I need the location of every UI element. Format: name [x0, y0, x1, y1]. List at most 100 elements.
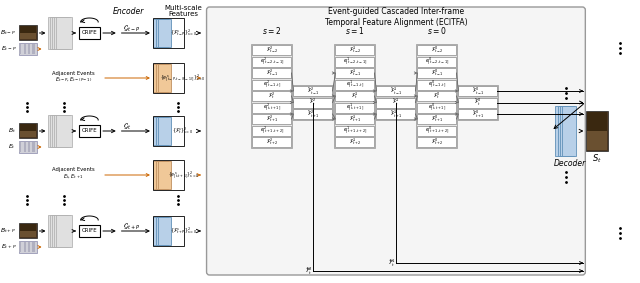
Text: $s=1$: $s=1$ — [345, 25, 365, 37]
Text: $e^1_{[t+1,t+2]}$: $e^1_{[t+1,t+2]}$ — [342, 125, 367, 136]
Bar — [79, 225, 100, 237]
Text: $\mathcal{F}^2_{t+1}$: $\mathcal{F}^2_{t+1}$ — [266, 113, 278, 125]
Text: $B_t$: $B_t$ — [8, 127, 16, 136]
Bar — [52, 215, 68, 247]
Bar — [153, 18, 184, 48]
Bar — [376, 85, 417, 120]
Text: $e^2_{[t,t+1]}$: $e^2_{[t,t+1]}$ — [263, 102, 281, 113]
Bar — [458, 85, 499, 120]
Bar — [19, 223, 36, 238]
Bar — [32, 44, 35, 54]
Bar — [20, 32, 36, 39]
Bar — [252, 68, 291, 78]
Bar — [557, 106, 571, 156]
Bar — [19, 142, 21, 152]
Bar — [252, 80, 291, 89]
Bar — [20, 230, 36, 237]
Bar — [417, 137, 456, 147]
Bar — [20, 124, 36, 131]
Text: CRIFE: CRIFE — [82, 228, 97, 233]
Bar — [417, 57, 456, 67]
Bar — [335, 44, 376, 148]
Bar — [49, 215, 64, 247]
Bar — [252, 114, 291, 124]
Text: $E_{t+P}$: $E_{t+P}$ — [1, 243, 16, 252]
Text: $\mathcal{F}^1_{t-2}$: $\mathcal{F}^1_{t-2}$ — [349, 45, 361, 55]
Bar — [19, 141, 36, 153]
Bar — [49, 17, 64, 49]
Text: $E_{t-P}, E_{t-(P-1)}$: $E_{t-P}, E_{t-(P-1)}$ — [55, 76, 92, 84]
Bar — [19, 44, 21, 54]
Bar — [24, 242, 26, 252]
Bar — [376, 109, 415, 119]
Text: $e^2_{[t-2,t-1]}$: $e^2_{[t-2,t-1]}$ — [260, 56, 284, 67]
Text: $B_{t-P}$: $B_{t-P}$ — [0, 29, 16, 37]
Bar — [588, 130, 607, 150]
Bar — [252, 91, 291, 101]
Text: $s=2$: $s=2$ — [262, 25, 282, 37]
Text: $\hat{\mathcal{F}}^1_t$: $\hat{\mathcal{F}}^1_t$ — [388, 258, 396, 269]
Bar — [252, 44, 292, 148]
Text: $\hat{\mathcal{F}}^1_{t+1}$: $\hat{\mathcal{F}}^1_{t+1}$ — [390, 108, 403, 119]
Text: $e^2_{[t+1,t+2]}$: $e^2_{[t+1,t+2]}$ — [260, 125, 284, 136]
Bar — [335, 137, 374, 147]
Bar — [24, 44, 26, 54]
Text: $\mathcal{F}^2_{t-1}$: $\mathcal{F}^2_{t-1}$ — [266, 68, 278, 78]
Bar — [252, 45, 291, 55]
Bar — [252, 102, 291, 113]
Bar — [24, 142, 26, 152]
Text: $e^0_{[t,t+1]}$: $e^0_{[t,t+1]}$ — [428, 102, 446, 113]
Bar — [32, 242, 35, 252]
Bar — [588, 112, 607, 131]
Text: $\{e^s_{[t,t+1]}\}^2_{s=0}$: $\{e^s_{[t,t+1]}\}^2_{s=0}$ — [168, 169, 199, 181]
Text: $e^1_{[t,t+1]}$: $e^1_{[t,t+1]}$ — [346, 102, 364, 113]
Text: $\mathcal{G}_{t-P}$: $\mathcal{G}_{t-P}$ — [123, 24, 140, 34]
Text: $\mathcal{F}^0_{t-2}$: $\mathcal{F}^0_{t-2}$ — [431, 45, 444, 55]
Bar — [51, 215, 66, 247]
Bar — [335, 114, 374, 124]
Bar — [294, 109, 333, 119]
Bar — [158, 64, 171, 92]
Bar — [51, 17, 66, 49]
Bar — [292, 85, 333, 120]
Bar — [158, 217, 171, 245]
Bar — [54, 215, 70, 247]
Text: $\hat{\mathcal{F}}^2_{t+1}$: $\hat{\mathcal{F}}^2_{t+1}$ — [307, 108, 319, 119]
Bar — [20, 130, 36, 137]
Bar — [153, 63, 184, 93]
Bar — [158, 19, 171, 47]
Bar — [154, 217, 166, 245]
Bar — [417, 125, 456, 136]
Text: $e^1_{[t-1,t]}$: $e^1_{[t-1,t]}$ — [346, 79, 364, 90]
Bar — [52, 115, 68, 147]
Bar — [252, 125, 291, 136]
Bar — [79, 27, 100, 39]
Text: $e^2_{[t-1,t]}$: $e^2_{[t-1,t]}$ — [263, 79, 281, 90]
Bar — [417, 114, 456, 124]
Bar — [335, 102, 374, 113]
Bar — [458, 109, 497, 119]
Text: $\mathcal{F}^2_{t+2}$: $\mathcal{F}^2_{t+2}$ — [266, 137, 278, 147]
Bar — [19, 242, 21, 252]
Bar — [376, 98, 415, 108]
Text: $e^1_{[t-2,t-1]}$: $e^1_{[t-2,t-1]}$ — [342, 56, 367, 67]
Bar — [154, 117, 166, 145]
Bar — [458, 86, 497, 96]
Bar — [586, 111, 608, 151]
Bar — [79, 125, 100, 137]
Bar — [156, 217, 168, 245]
Bar — [417, 44, 458, 148]
Bar — [417, 45, 456, 55]
Text: CRIFE: CRIFE — [82, 128, 97, 134]
Text: $E_t$: $E_t$ — [8, 143, 16, 151]
Bar — [158, 117, 171, 145]
Bar — [252, 57, 291, 67]
Bar — [153, 216, 184, 246]
Bar — [19, 43, 36, 55]
Text: $\mathcal{F}^2_t$: $\mathcal{F}^2_t$ — [268, 91, 275, 101]
Bar — [154, 19, 166, 47]
Text: $\hat{\mathcal{F}}^2_{t-1}$: $\hat{\mathcal{F}}^2_{t-1}$ — [307, 85, 319, 97]
Bar — [417, 80, 456, 89]
Bar — [154, 161, 166, 189]
Bar — [294, 98, 333, 108]
